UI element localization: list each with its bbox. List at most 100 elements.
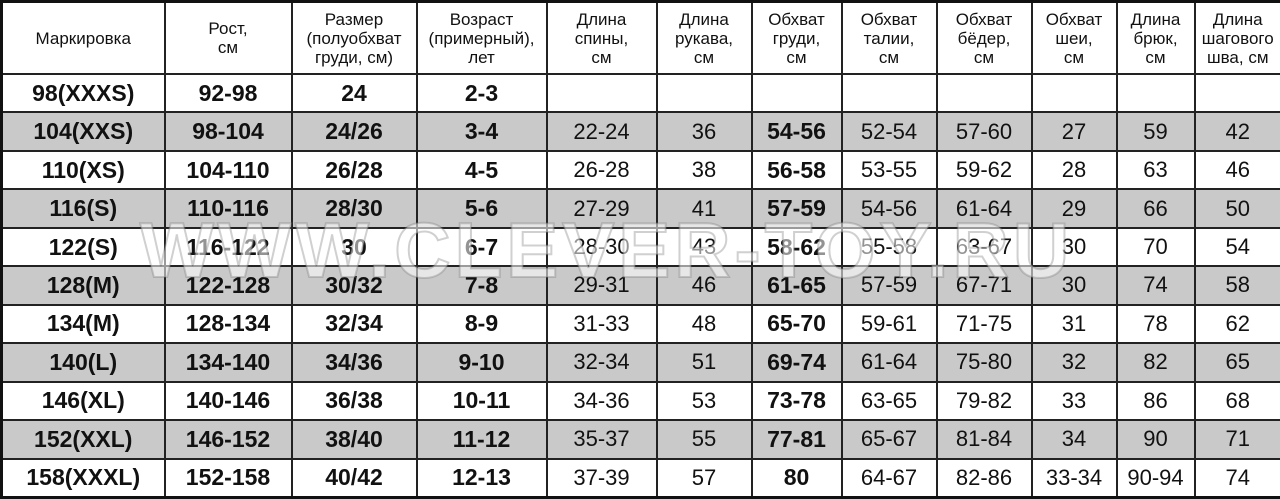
table-cell: 48 bbox=[655, 303, 753, 345]
table-cell: 50 bbox=[1193, 188, 1280, 229]
table-cell: 78 bbox=[1115, 303, 1196, 345]
table-cell: 152(XXL) bbox=[0, 419, 166, 460]
table-cell: 30 bbox=[1030, 226, 1118, 268]
table-row: 110(XS) 104-110 26/28 4-5 26-28 38 56-58 53-55 5… bbox=[0, 149, 1280, 191]
table-cell: 146-152 bbox=[163, 419, 293, 460]
table-cell bbox=[750, 72, 843, 114]
table-cell: 110-116 bbox=[163, 188, 293, 229]
table-cell: 55 bbox=[655, 419, 753, 460]
table-cell: 140(L) bbox=[0, 342, 166, 383]
column-header: Длина шагового шва, см bbox=[1193, 0, 1280, 75]
table-cell: 58-62 bbox=[750, 226, 843, 268]
table-cell: 24/26 bbox=[290, 111, 418, 152]
table-cell: 128-134 bbox=[163, 303, 293, 345]
table-cell: 81-84 bbox=[935, 419, 1033, 460]
table-cell: 152-158 bbox=[163, 457, 293, 499]
table-cell: 59-62 bbox=[935, 149, 1033, 191]
table-cell: 22-24 bbox=[545, 111, 658, 152]
table-cell: 61-65 bbox=[750, 265, 843, 306]
table-cell: 158(XXXL) bbox=[0, 457, 166, 499]
table-cell: 38/40 bbox=[290, 419, 418, 460]
table-cell: 11-12 bbox=[415, 419, 548, 460]
column-header: Размер (полуобхват груди, см) bbox=[290, 0, 418, 75]
table-cell bbox=[1030, 72, 1118, 114]
table-cell: 58 bbox=[1193, 265, 1280, 306]
table-cell: 33-34 bbox=[1030, 457, 1118, 499]
table-cell: 57-59 bbox=[750, 188, 843, 229]
table-cell: 36 bbox=[655, 111, 753, 152]
table-cell: 82 bbox=[1115, 342, 1196, 383]
column-header: Обхват талии, см bbox=[840, 0, 938, 75]
table-cell: 122-128 bbox=[163, 265, 293, 306]
table-cell: 82-86 bbox=[935, 457, 1033, 499]
table-row: 152(XXL) 146-152 38/40 11-12 35-37 55 77-81 65-… bbox=[0, 419, 1280, 460]
table-cell bbox=[655, 72, 753, 114]
table-cell: 61-64 bbox=[840, 342, 938, 383]
table-cell: 65 bbox=[1193, 342, 1280, 383]
table-cell: 4-5 bbox=[415, 149, 548, 191]
table-cell: 6-7 bbox=[415, 226, 548, 268]
table-cell: 32 bbox=[1030, 342, 1118, 383]
table-row: 98(XXXS) 92-98 24 2-3 bbox=[0, 72, 1280, 114]
table-cell: 86 bbox=[1115, 380, 1196, 422]
table-cell: 7-8 bbox=[415, 265, 548, 306]
table-row: 116(S) 110-116 28/30 5-6 27-29 41 57-59 54-56 61… bbox=[0, 188, 1280, 229]
table-cell: 53 bbox=[655, 380, 753, 422]
table-cell: 62 bbox=[1193, 303, 1280, 345]
table-cell: 67-71 bbox=[935, 265, 1033, 306]
table-cell: 28/30 bbox=[290, 188, 418, 229]
table-cell: 63 bbox=[1115, 149, 1196, 191]
table-cell: 54 bbox=[1193, 226, 1280, 268]
table-cell: 9-10 bbox=[415, 342, 548, 383]
table-cell: 80 bbox=[750, 457, 843, 499]
table-cell: 57-60 bbox=[935, 111, 1033, 152]
table-cell: 57-59 bbox=[840, 265, 938, 306]
column-header: Длина рукава, см bbox=[655, 0, 753, 75]
table-cell: 30 bbox=[290, 226, 418, 268]
table-cell bbox=[1115, 72, 1196, 114]
table-row: 158(XXXL) 152-158 40/42 12-13 37-39 57 80 64-67… bbox=[0, 457, 1280, 499]
table-cell: 63-67 bbox=[935, 226, 1033, 268]
table-row: 146(XL) 140-146 36/38 10-11 34-36 53 73-78 63-6… bbox=[0, 380, 1280, 422]
table-cell: 54-56 bbox=[750, 111, 843, 152]
table-cell: 90-94 bbox=[1115, 457, 1196, 499]
table-cell: 104-110 bbox=[163, 149, 293, 191]
table-cell: 40/42 bbox=[290, 457, 418, 499]
column-header: Длина брюк, см bbox=[1115, 0, 1196, 75]
table-cell: 59 bbox=[1115, 111, 1196, 152]
table-cell: 26/28 bbox=[290, 149, 418, 191]
table-cell: 73-78 bbox=[750, 380, 843, 422]
table-cell: 12-13 bbox=[415, 457, 548, 499]
table-cell: 57 bbox=[655, 457, 753, 499]
table-cell: 56-58 bbox=[750, 149, 843, 191]
table-cell: 10-11 bbox=[415, 380, 548, 422]
table-cell: 51 bbox=[655, 342, 753, 383]
table-cell: 8-9 bbox=[415, 303, 548, 345]
table-cell: 116-122 bbox=[163, 226, 293, 268]
table-cell: 122(S) bbox=[0, 226, 166, 268]
header-row: Маркировка Рост, см Размер (полуобхват гру… bbox=[0, 0, 1280, 75]
column-header: Обхват груди, см bbox=[750, 0, 843, 75]
table-row: 128(M) 122-128 30/32 7-8 29-31 46 61-65 57-59 67… bbox=[0, 265, 1280, 306]
table-cell: 27-29 bbox=[545, 188, 658, 229]
column-header: Возраст (примерный), лет bbox=[415, 0, 548, 75]
table-cell: 43 bbox=[655, 226, 753, 268]
table-cell: 34-36 bbox=[545, 380, 658, 422]
table-cell bbox=[1193, 72, 1280, 114]
table-cell: 74 bbox=[1193, 457, 1280, 499]
table-cell: 98(XXXS) bbox=[0, 72, 166, 114]
table-cell: 98-104 bbox=[163, 111, 293, 152]
table-cell: 35-37 bbox=[545, 419, 658, 460]
table-row: 140(L) 134-140 34/36 9-10 32-34 51 69-74 61-64 7… bbox=[0, 342, 1280, 383]
table-cell: 2-3 bbox=[415, 72, 548, 114]
table-cell: 116(S) bbox=[0, 188, 166, 229]
table-cell: 64-67 bbox=[840, 457, 938, 499]
table-cell: 65-67 bbox=[840, 419, 938, 460]
table-cell: 29-31 bbox=[545, 265, 658, 306]
table-cell: 63-65 bbox=[840, 380, 938, 422]
table-cell: 37-39 bbox=[545, 457, 658, 499]
table-cell: 34 bbox=[1030, 419, 1118, 460]
table-cell: 30/32 bbox=[290, 265, 418, 306]
table-cell: 36/38 bbox=[290, 380, 418, 422]
